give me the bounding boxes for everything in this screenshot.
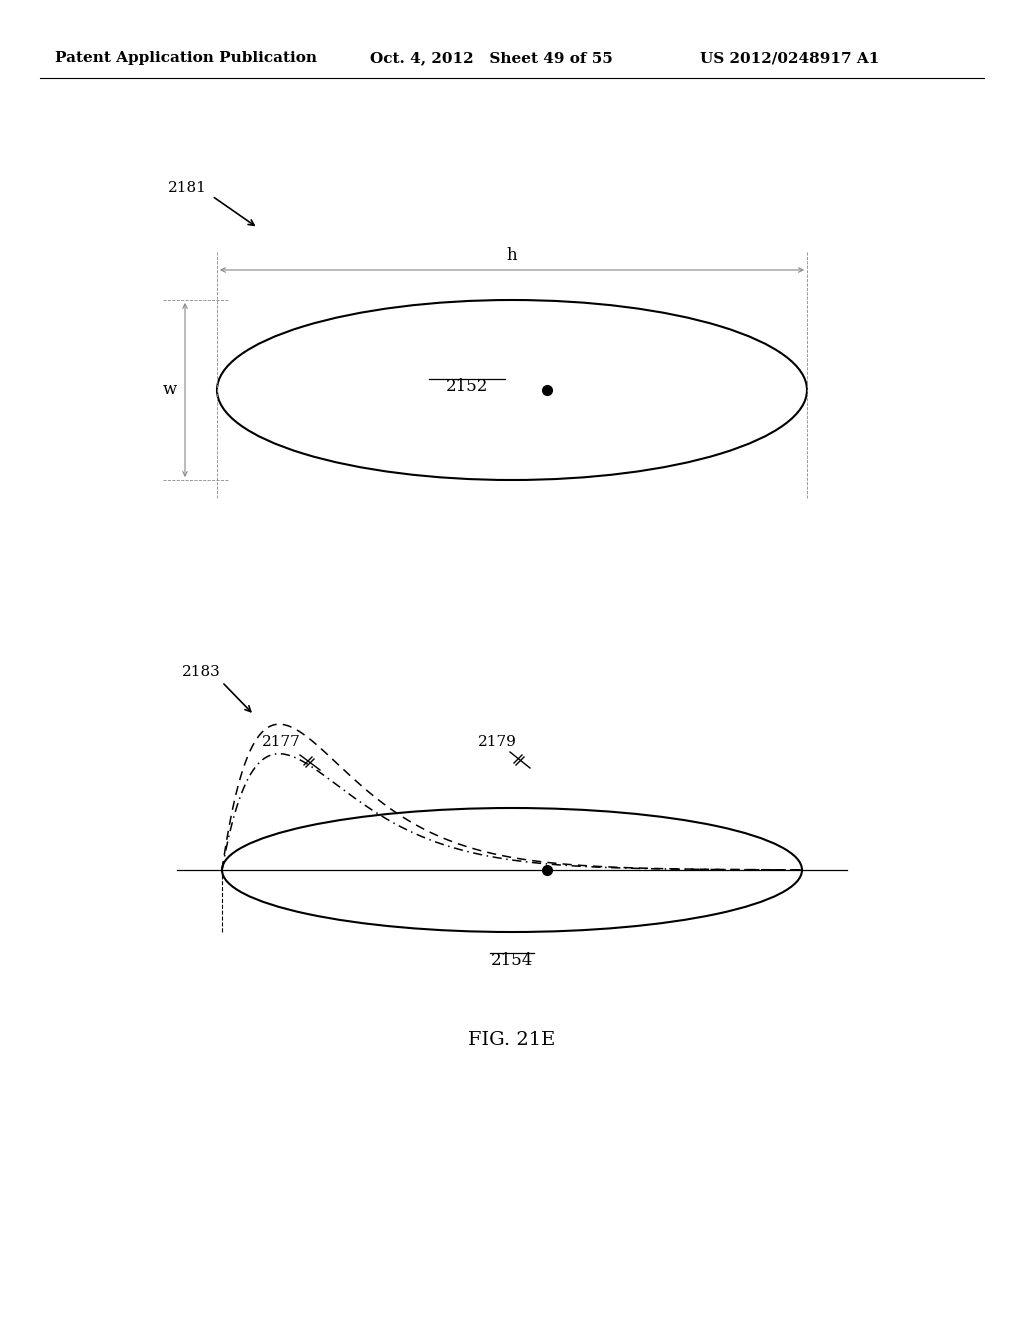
Text: w: w [163,381,177,399]
Text: 2179: 2179 [478,735,517,748]
Text: 2152: 2152 [445,378,488,395]
Text: Oct. 4, 2012   Sheet 49 of 55: Oct. 4, 2012 Sheet 49 of 55 [370,51,612,65]
Text: 2154: 2154 [490,952,534,969]
Text: h: h [507,247,517,264]
Text: US 2012/0248917 A1: US 2012/0248917 A1 [700,51,880,65]
Text: 2177: 2177 [262,735,301,748]
Text: FIG. 21E: FIG. 21E [468,1031,556,1049]
Text: 2183: 2183 [182,665,221,678]
Text: 2181: 2181 [168,181,207,195]
Text: Patent Application Publication: Patent Application Publication [55,51,317,65]
